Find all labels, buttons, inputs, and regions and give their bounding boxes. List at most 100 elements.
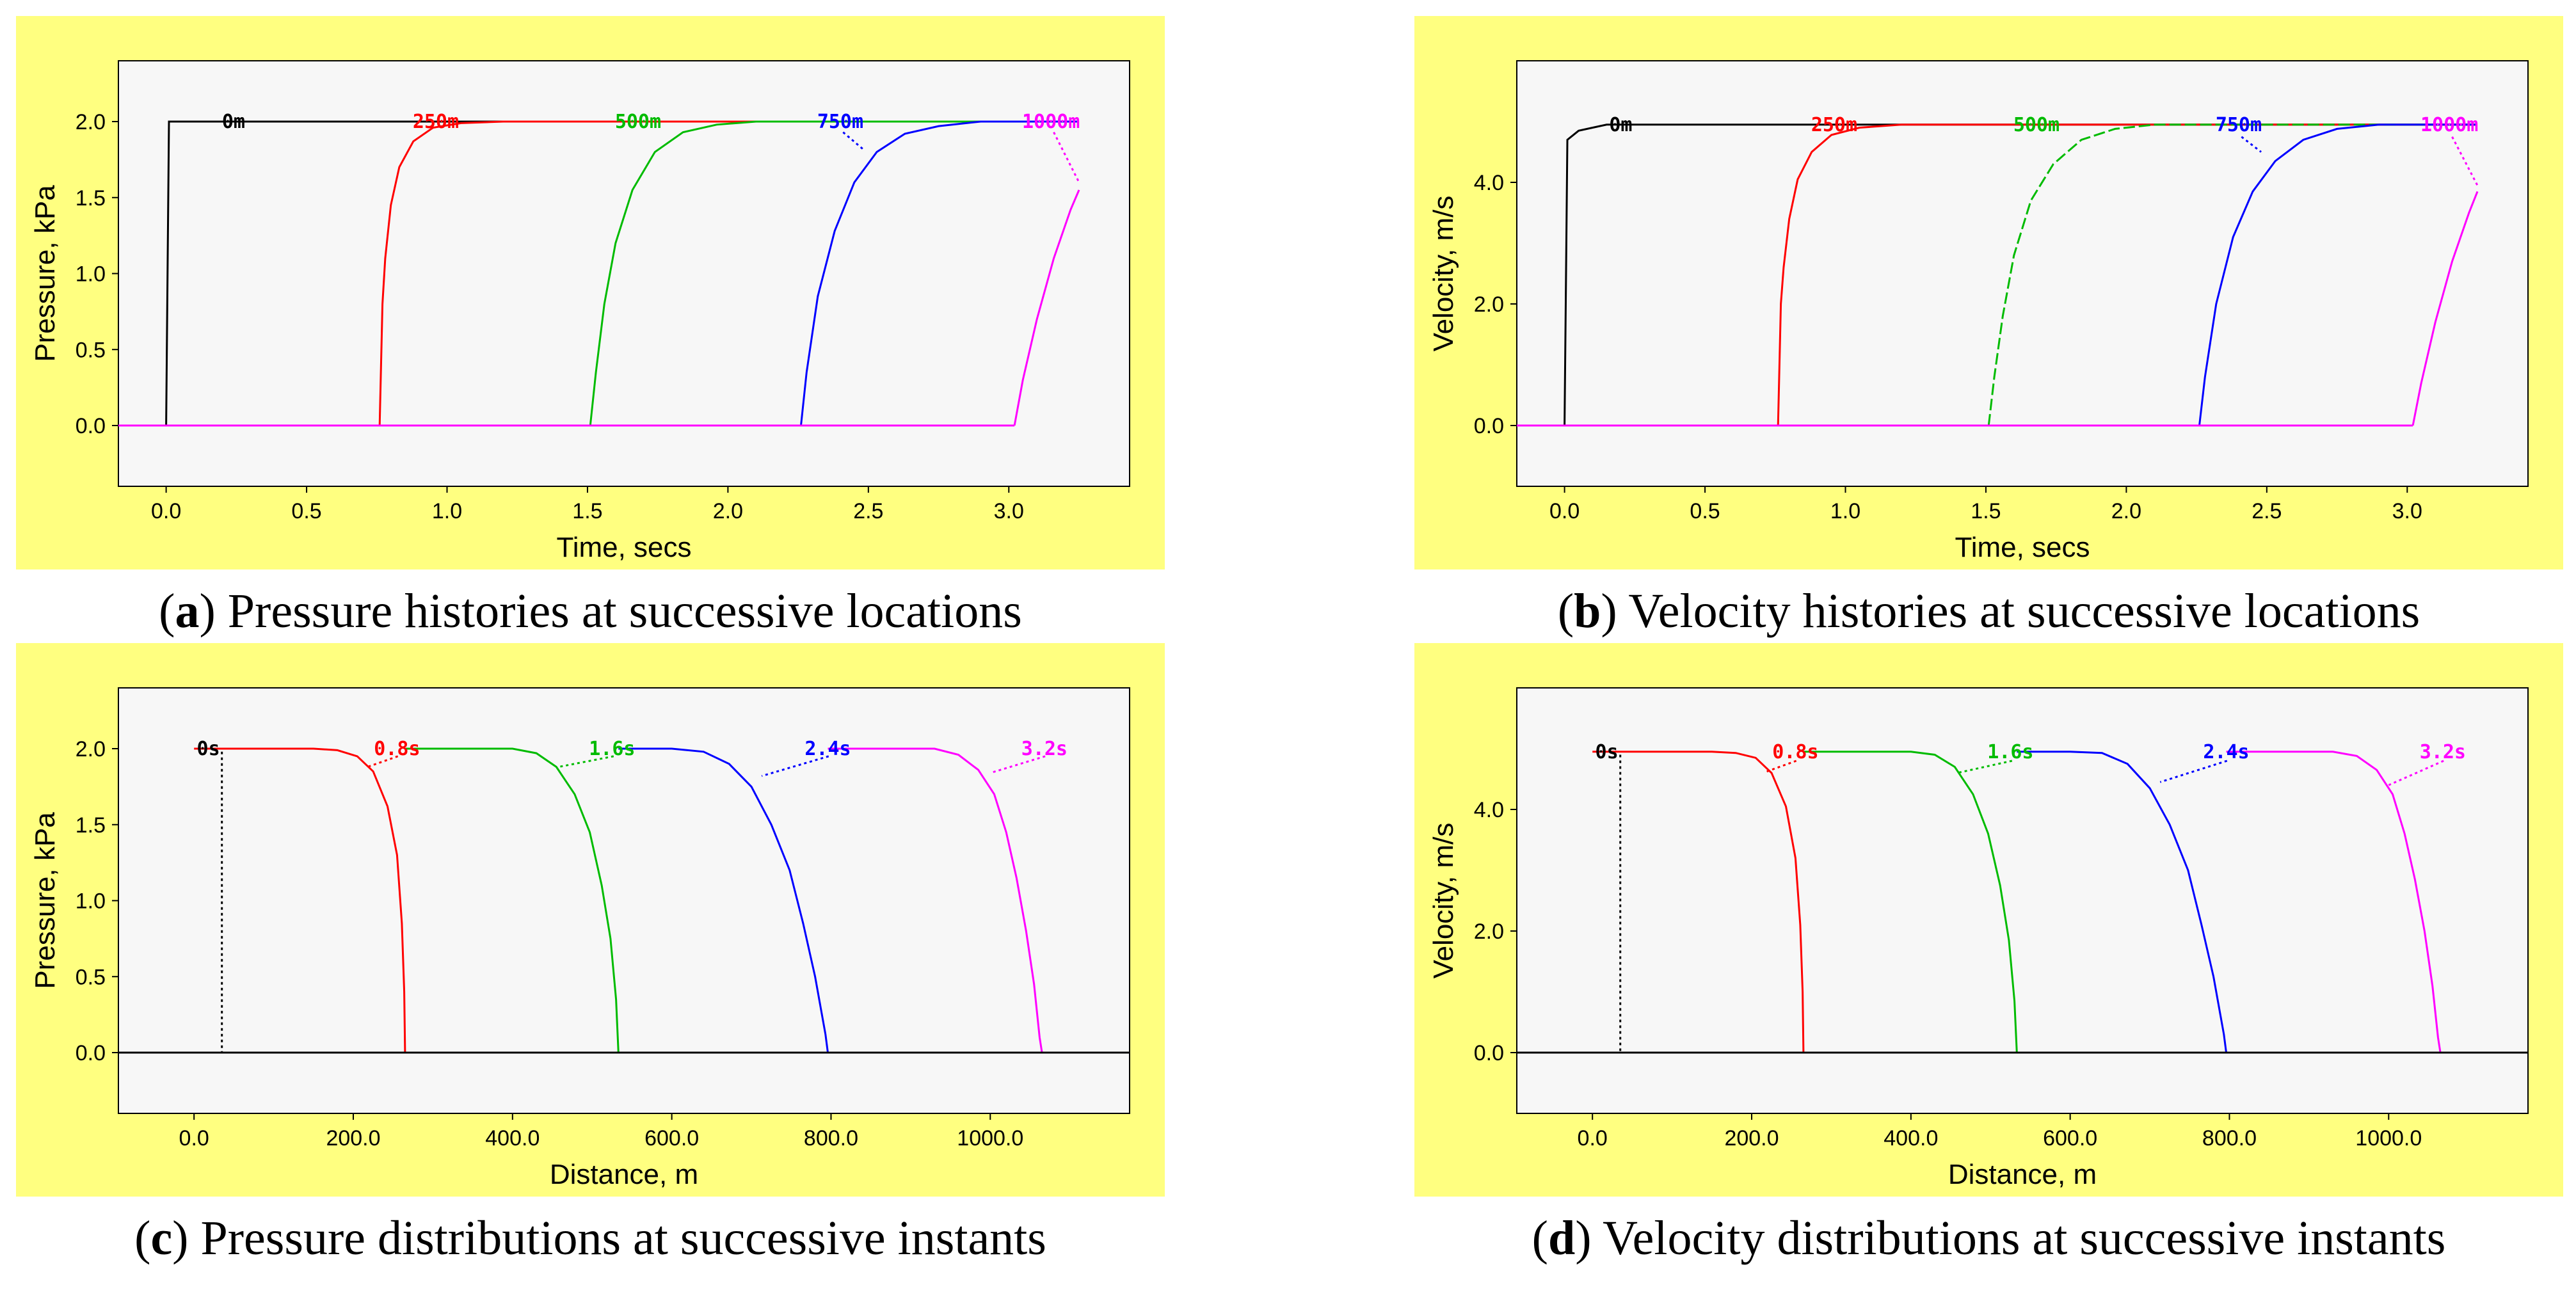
series-line-750m [800, 120, 1079, 426]
annotation-label: 250m [1811, 114, 1857, 136]
chart-panel-b: 0.0 0.5 1.0 1.5 2.0 2.5 3.0 0.0 2.0 4.0 Time, secs… [1414, 16, 2563, 569]
x-tick-label: 0.0 [179, 1126, 209, 1151]
annotation-leader [842, 131, 864, 150]
chart-panel-c: 0.0 200.0 400.0 600.0 800.0 1000.0 0.0 0.5 1.0 1.… [16, 643, 1165, 1197]
annotation-label: 0.8s [374, 738, 420, 760]
x-tick-label: 2.5 [853, 499, 883, 523]
y-tick-label: 0.0 [76, 414, 106, 438]
x-tick-label: 0.5 [1690, 499, 1720, 523]
series-line-750m [2198, 123, 2477, 426]
series-line-250m [1777, 123, 2477, 426]
chart-panel-d: 0.0 200.0 400.0 600.0 800.0 1000.0 0.0 2.0 4.0 Di… [1414, 643, 2563, 1197]
y-tick-label: 4.0 [1474, 171, 1504, 195]
y-axis-label: Pressure, kPa [29, 812, 61, 989]
x-tick-label: 1.5 [1971, 499, 2001, 523]
caption-c-letter: c [150, 1211, 173, 1265]
y-tick-label: 1.5 [76, 186, 106, 211]
x-tick-label: 2.0 [713, 499, 743, 523]
annotation-label: 0m [222, 111, 245, 133]
x-tick-label: 200.0 [326, 1126, 380, 1151]
x-tick-label: 600.0 [644, 1126, 699, 1151]
series-line-0m [1517, 123, 2477, 427]
annotation-label: 1000m [2420, 114, 2478, 136]
y-tick-label: 4.0 [1474, 798, 1504, 822]
y-tick-label: 2.0 [1474, 920, 1504, 944]
annotation-label: 2.4s [804, 738, 851, 760]
caption-c-text: Pressure distributions at successive ins… [188, 1211, 1046, 1265]
y-tick-label: 1.5 [76, 813, 106, 838]
annotation-label: 1000m [1022, 111, 1080, 133]
x-tick-label: 0.5 [291, 499, 321, 523]
x-tick-label: 0.0 [1549, 499, 1580, 523]
x-tick-label: 3.0 [2392, 499, 2422, 523]
caption-a-text: Pressure histories at successive locatio… [215, 584, 1022, 638]
caption-a-letter: a [175, 584, 200, 638]
x-axis-label: Distance, m [1948, 1159, 2097, 1190]
x-tick-label: 1000.0 [2355, 1126, 2422, 1151]
plot-area [1516, 60, 2529, 487]
y-tick-label: 2.0 [1474, 292, 1504, 317]
x-tick-label: 1.0 [1830, 499, 1860, 523]
x-tick-label: 600.0 [2043, 1126, 2097, 1151]
annotation-label: 0.8s [1772, 741, 1818, 763]
x-tick-label: 800.0 [804, 1126, 858, 1151]
series-line-1.6s [404, 747, 620, 1053]
y-tick-label: 0.5 [76, 338, 106, 362]
annotation-leader [2159, 760, 2228, 783]
annotation-label: 1.6s [1987, 741, 2033, 763]
annotation-leader [1956, 760, 2013, 774]
y-tick-label: 0.5 [76, 965, 106, 989]
y-tick-label: 1.0 [76, 889, 106, 914]
series-line-1000m [2412, 191, 2479, 426]
x-tick-label: 400.0 [485, 1126, 540, 1151]
caption-b: (b) Velocity histories at successive loc… [1557, 584, 2420, 638]
annotation-label: 3.2s [1021, 738, 1068, 760]
series-line-3.2s [828, 747, 1054, 1054]
x-tick-label: 2.5 [2252, 499, 2282, 523]
y-axis-label: Velocity, m/s [1428, 823, 1459, 979]
annotation-label: 3.2s [2420, 741, 2466, 763]
annotation-leader [2241, 136, 2262, 153]
y-tick-label: 0.0 [76, 1041, 106, 1065]
x-tick-label: 800.0 [2202, 1126, 2257, 1151]
chart-a-svg: 0.0 0.5 1.0 1.5 2.0 2.5 3.0 0.0 0.5 1.0 1.5 2.0 Time… [29, 60, 1130, 563]
annotation-label: 0s [1596, 741, 1619, 763]
x-axis-label: Time, secs [556, 532, 691, 563]
y-axis-label: Velocity, m/s [1428, 196, 1459, 352]
x-tick-label: 1.0 [432, 499, 462, 523]
annotation-label: 250m [413, 111, 459, 133]
chart-b-svg: 0.0 0.5 1.0 1.5 2.0 2.5 3.0 0.0 2.0 4.0 Time, secs… [1428, 60, 2529, 563]
series-line-1.6s [1803, 751, 2018, 1053]
annotation-leader [761, 755, 829, 777]
annotation-label: 500m [2013, 114, 2060, 136]
series-line-1000m [1013, 189, 1080, 426]
series-line-2.4s [618, 747, 829, 1053]
plot-area [118, 60, 1130, 487]
series-line-2.4s [2017, 751, 2227, 1053]
caption-b-text: Velocity histories at successive locatio… [1617, 584, 2420, 638]
series-line-250m [378, 120, 1079, 426]
x-tick-label: 3.0 [994, 499, 1024, 523]
y-tick-label: 2.0 [76, 737, 106, 761]
annotation-label: 0m [1609, 114, 1632, 136]
y-tick-label: 0.0 [1474, 1041, 1504, 1065]
series-line-500m [589, 120, 1079, 426]
caption-a: (a) Pressure histories at successive loc… [159, 584, 1022, 638]
y-tick-label: 1.0 [76, 262, 106, 287]
y-axis-label: Pressure, kPa [29, 185, 61, 362]
x-tick-label: 2.0 [2111, 499, 2141, 523]
series-line-500m [1987, 123, 2477, 426]
caption-b-letter: b [1574, 584, 1601, 638]
caption-d: (d) Velocity distributions at successive… [1532, 1211, 2446, 1265]
annotation-leader [989, 755, 1046, 774]
chart-c-svg: 0.0 200.0 400.0 600.0 800.0 1000.0 0.0 0.5 1.0 1.… [29, 687, 1130, 1190]
series-line-3.2s [2226, 751, 2452, 1054]
x-tick-label: 400.0 [1884, 1126, 1938, 1151]
x-tick-label: 0.0 [1578, 1126, 1608, 1151]
x-tick-label: 200.0 [1724, 1126, 1779, 1151]
annotation-label: 0s [197, 738, 220, 760]
y-tick-label: 0.0 [1474, 414, 1504, 438]
x-tick-label: 0.0 [151, 499, 181, 523]
annotation-label: 750m [817, 111, 863, 133]
annotation-label: 1.6s [589, 738, 635, 760]
